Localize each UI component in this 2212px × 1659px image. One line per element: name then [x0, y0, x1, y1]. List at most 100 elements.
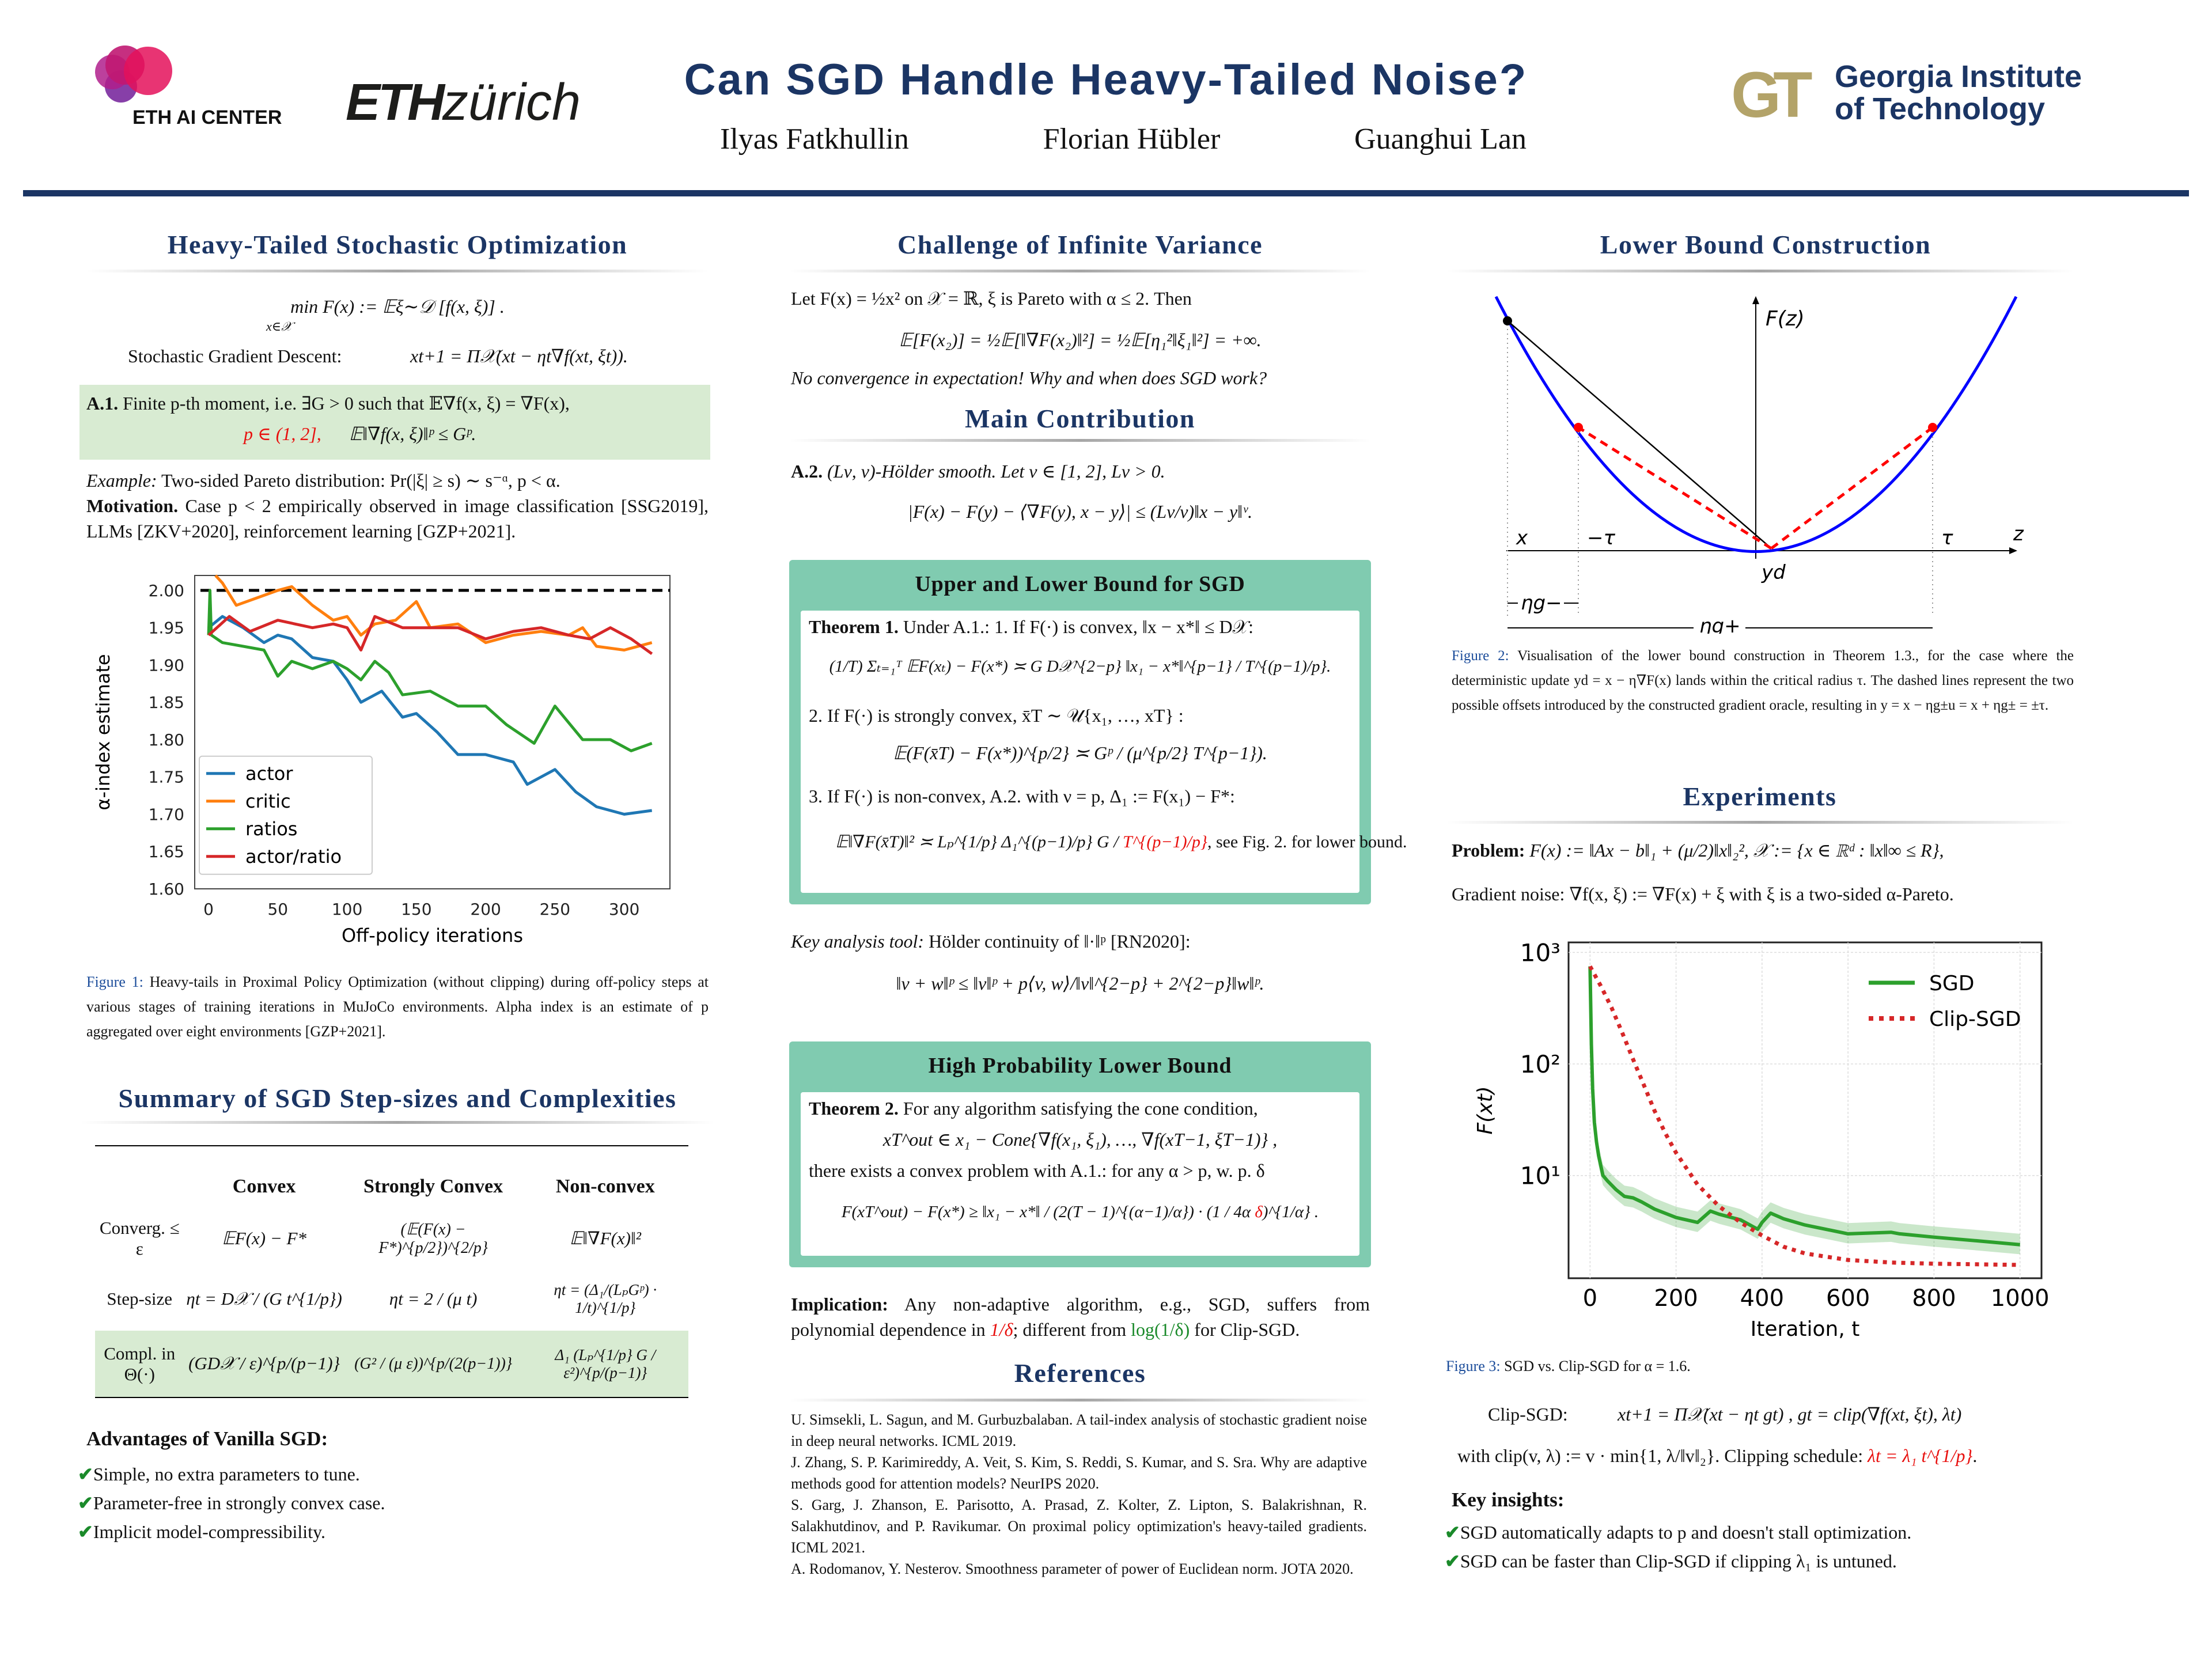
label-fz: F(z)	[1766, 307, 1805, 331]
figure-1-text: Heavy-tails in Proximal Policy Optimizat…	[86, 974, 709, 1040]
checkmark-icon: ✔	[78, 1521, 93, 1542]
section-divider	[789, 1399, 1371, 1402]
x-axis-label: Off-policy iterations	[342, 925, 523, 946]
author-1: Ilyas Fatkhullin	[720, 123, 909, 156]
theorem-2: Theorem 2. For any algorithm satisfying …	[801, 1092, 1359, 1256]
motivation-body: Case p < 2 empirically observed in image…	[86, 495, 709, 541]
objective-subscript: x∈𝒳	[266, 319, 292, 334]
author-2: Florian Hübler	[1043, 123, 1221, 156]
motivation-label: Motivation.	[86, 495, 179, 516]
eth-zurich-logo: ETHzürich	[346, 74, 581, 131]
clip-definition: with clip(v, λ) := v · min{1, λ/‖v‖₂}. C…	[1457, 1445, 1978, 1466]
thm1-eq3-main: 𝔼‖∇F(x̄T)‖² ≍ Lₚ^{1/p} Δ₁^{(p−1)/p} G /	[835, 832, 1119, 851]
zurich-light: zürich	[442, 74, 581, 131]
table-header: Convex	[232, 1176, 296, 1197]
key-tool-text: Hölder continuity of ‖·‖ᵖ [RN2020]:	[929, 931, 1191, 952]
author-list: Ilyas Fatkhullin Florian Hübler Guanghui…	[720, 122, 1527, 156]
thm2-line: there exists a convex problem with A.1.:…	[809, 1160, 1265, 1181]
y-tick-label: 1.80	[149, 730, 184, 749]
legend-label: Clip-SGD	[1929, 1007, 2021, 1031]
y-tick-label: 1.70	[149, 805, 184, 824]
point-tau	[1928, 423, 1937, 432]
y-tick-label: 10³	[1520, 938, 1560, 967]
insight-item: ✔SGD automatically adapts to p and doesn…	[1445, 1520, 1911, 1545]
checkmark-icon: ✔	[78, 1464, 93, 1484]
table-row-complexity: Compl. in Θ(·) (GD𝒳 / ε)^{p/(p−1)} (G² /…	[95, 1331, 688, 1397]
a1-p-range: p ∈ (1, 2],	[244, 423, 321, 444]
eth-bold: ETH	[346, 74, 445, 131]
expectation-equation: 𝔼[F(x₂)] = ½𝔼[‖∇F(x₂)‖²] = ½𝔼[η₁²‖ξ₁‖²] …	[899, 329, 1262, 350]
y-tick-label: 10¹	[1520, 1162, 1560, 1190]
table-cell: 𝔼F(x) − F*	[222, 1228, 306, 1248]
thm1-item3: 3. If F(·) is non-convex, A.2. with ν = …	[809, 786, 1235, 806]
insight-text: SGD can be faster than Clip-SGD if clipp…	[1460, 1551, 1897, 1571]
summary-table: Convex Strongly Convex Non-convex Conver…	[95, 1145, 688, 1398]
series-line-critic	[214, 574, 653, 652]
clip-schedule: λt = λ₁ t^{1/p}	[1868, 1445, 1973, 1466]
thm1-intro: Theorem 1. Under A.1.: 1. If F(·) is con…	[809, 614, 1253, 639]
figure-1-label: Figure 1:	[86, 974, 143, 990]
table-header: Non-convex	[555, 1176, 655, 1197]
thm1-eq3: 𝔼‖∇F(x̄T)‖² ≍ Lₚ^{1/p} Δ₁^{(p−1)/p} G / …	[835, 830, 1407, 855]
eth-ai-center-text: ETH AI CENTER	[132, 107, 282, 128]
section-title-infinite-variance: Challenge of Infinite Variance	[897, 230, 1263, 259]
key-tool-line: Key analysis tool: Hölder continuity of …	[791, 929, 1191, 954]
noise-line: Gradient noise: ∇f(x, ξ) := ∇F(x) + ξ wi…	[1452, 884, 1954, 904]
reference-item: J. Zhang, S. P. Karimireddy, A. Veit, S.…	[791, 1454, 1367, 1492]
x-tick-label: 400	[1740, 1285, 1784, 1312]
section-title-main-contribution: Main Contribution	[965, 404, 1195, 433]
thm2-intro-text: For any algorithm satisfying the cone co…	[903, 1098, 1258, 1119]
section-title-summary: Summary of SGD Step-sizes and Complexiti…	[118, 1084, 677, 1113]
x-tick-label: 250	[540, 900, 570, 919]
x-tick-label: 300	[609, 900, 639, 919]
thm1-item2: 2. If F(·) is strongly convex, x̄T ∼ 𝒰{x…	[809, 705, 1184, 726]
table-cell: ηt = 2 / (μ t)	[389, 1289, 478, 1309]
a1-text: Finite p-th moment, i.e. ∃G > 0 such tha…	[123, 393, 570, 414]
table-cell: (G² / (μ ε))^{p/(2(p−1))}	[354, 1354, 513, 1373]
table-cell: (𝔼(F(x) − F*)^{p/2})^{2/p}	[378, 1221, 488, 1257]
implication-text: Implication: Any non-adaptive algorithm,…	[791, 1291, 1370, 1342]
figure-2-label: Figure 2:	[1452, 648, 1509, 664]
figure-3-caption: Figure 3: SGD vs. Clip-SGD for α = 1.6.	[1446, 1354, 2074, 1378]
y-tick-label: 10²	[1520, 1050, 1560, 1078]
x-tick-label: 200	[470, 900, 501, 919]
insight-item: ✔SGD can be faster than Clip-SGD if clip…	[1445, 1548, 1897, 1574]
advantage-text: Parameter-free in strongly convex case.	[93, 1493, 385, 1513]
figure-2-lower-bound-diagram: F(z) x −τ τ z yd ηg− ηg+	[1494, 296, 2024, 634]
legend-label: ratios	[245, 818, 297, 840]
key-tool-label: Key analysis tool:	[791, 931, 925, 952]
reference-list: U. Simsekli, L. Sagun, and M. Gurbuzbala…	[791, 1409, 1367, 1580]
plot-area	[1567, 941, 2043, 1279]
thm2-eq2-main: F(xT^out) − F(x*) ≥ ‖x₁ − x*‖ / (2(T − 1…	[841, 1203, 1251, 1221]
objective-equation: min F(x) := 𝔼ξ∼𝒟 [f(x, ξ)] .	[290, 296, 505, 317]
implication-body-2: ; different from	[1013, 1319, 1127, 1340]
section-title-references: References	[1014, 1358, 1146, 1388]
poster-title: Can SGD Handle Heavy-Tailed Noise?	[684, 55, 1528, 104]
high-probability-box: High Probability Lower Bound Theorem 2. …	[789, 1041, 1371, 1267]
x-tick-label: 0	[203, 900, 214, 919]
legend-label: actor	[245, 763, 293, 785]
key-tool-equation: ‖v + w‖ᵖ ≤ ‖v‖ᵖ + p⟨v, w⟩/‖v‖^{2−p} + 2^…	[896, 973, 1264, 994]
implication-label: Implication:	[791, 1294, 888, 1315]
eth-ai-center-logo: ETH AI CENTER	[86, 43, 282, 135]
y-tick-label: 1.85	[149, 693, 184, 712]
advantage-text: Implicit model-compressibility.	[93, 1521, 325, 1542]
legend-label: actor/ratio	[245, 846, 342, 868]
insights-title: Key insights:	[1452, 1488, 1565, 1511]
y-tick-label: 2.00	[149, 581, 184, 600]
label-neg-tau: −τ	[1587, 527, 1615, 550]
theorem-1: Theorem 1. Under A.1.: 1. If F(·) is con…	[801, 611, 1407, 893]
clip-def-text: with clip(v, λ) := v · min{1, λ/‖v‖₂}. C…	[1457, 1445, 1863, 1466]
reference-item: A. Rodomanov, Y. Nesterov. Smoothness pa…	[791, 1560, 1354, 1577]
advantage-text: Simple, no extra parameters to tune.	[93, 1464, 360, 1484]
a1-line-2: p ∈ (1, 2], 𝔼‖∇f(x, ξ)‖ᵖ ≤ Gᵖ.	[244, 421, 476, 446]
x-tick-label: 100	[332, 900, 362, 919]
checkmark-icon: ✔	[1445, 1551, 1460, 1571]
label-bg	[1518, 590, 1564, 613]
series-line-Clip-SGD	[1588, 965, 2020, 1267]
row-label: Converg. ≤ ε	[99, 1218, 180, 1259]
section-title-lower-bound: Lower Bound Construction	[1600, 230, 1931, 259]
header-divider	[23, 190, 2189, 196]
label-eta-g-plus: ηg+	[1699, 615, 1741, 634]
table-cell: (GD𝒳 / ε)^{p/(p−1)}	[188, 1353, 340, 1373]
